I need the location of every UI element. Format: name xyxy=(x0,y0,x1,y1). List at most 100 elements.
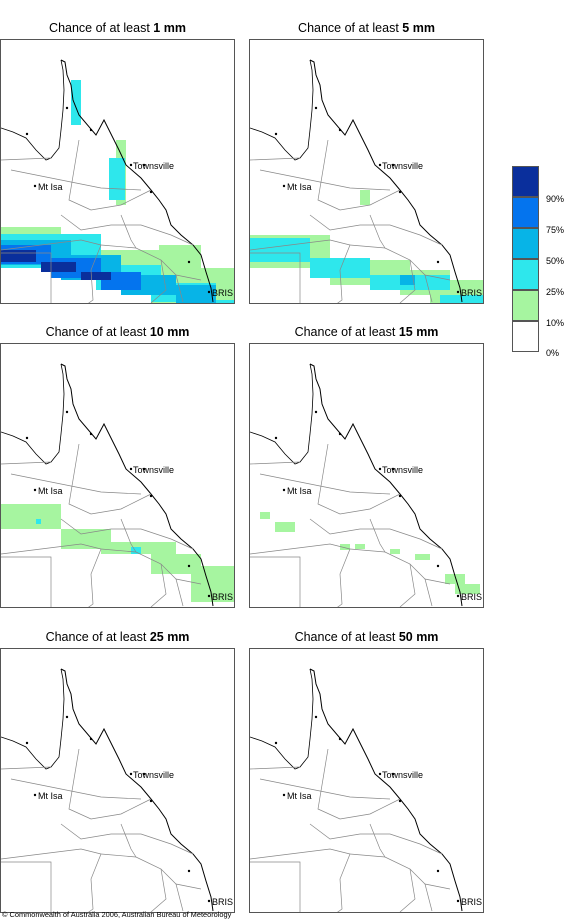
mt-isa-label: Mt Isa xyxy=(287,791,312,801)
district-boundary xyxy=(1,461,52,465)
district-boundary xyxy=(337,853,351,912)
rain-cell xyxy=(360,190,370,205)
townsville-marker xyxy=(129,467,133,471)
panel-title: Chance of at least 1 mm xyxy=(0,19,235,37)
coastline xyxy=(60,668,214,912)
district-boundary xyxy=(1,848,102,860)
townsville-label: Townsville xyxy=(133,161,174,171)
panel-title: Chance of at least 15 mm xyxy=(249,323,484,341)
district-boundary xyxy=(250,239,351,251)
townsville-label: Townsville xyxy=(382,161,423,171)
mt-isa-marker xyxy=(282,488,286,492)
district-boundary xyxy=(1,252,52,303)
mt-isa-marker xyxy=(33,184,37,188)
district-boundary xyxy=(1,861,52,912)
island-dot xyxy=(89,737,93,741)
island-dot xyxy=(314,106,318,110)
district-boundary xyxy=(337,244,351,303)
district-boundary xyxy=(150,259,167,303)
townsville-marker xyxy=(129,163,133,167)
legend-swatch-25 xyxy=(512,259,539,290)
mt-isa-marker xyxy=(282,793,286,797)
legend-swatch-90 xyxy=(512,166,539,197)
brisbane-marker xyxy=(456,899,460,903)
title-prefix: Chance of at least xyxy=(45,325,147,339)
district-boundary xyxy=(309,823,443,855)
island-dot xyxy=(338,737,342,741)
district-boundary xyxy=(424,578,433,607)
district-boundary xyxy=(399,563,416,607)
brisbane-label: BRIS xyxy=(461,288,482,298)
district-boundary xyxy=(250,461,301,465)
rain-cell xyxy=(151,554,201,574)
rainfall-map: Townsville Mt Isa BRIS xyxy=(250,668,482,912)
rain-cell xyxy=(355,544,365,549)
district-boundary xyxy=(150,563,167,607)
townsville-marker xyxy=(378,772,382,776)
brisbane-marker xyxy=(456,290,460,294)
title-amount: 25 mm xyxy=(149,630,190,644)
mt-isa-marker xyxy=(33,793,37,797)
district-boundary xyxy=(259,778,391,800)
townsville-label: Townsville xyxy=(133,465,174,475)
district-boundary xyxy=(68,748,152,820)
island-dot xyxy=(436,869,440,873)
rain-cell xyxy=(41,262,76,272)
island-dot xyxy=(149,799,153,803)
district-boundary xyxy=(100,853,202,890)
island-dot xyxy=(187,260,191,264)
district-boundary xyxy=(259,169,391,191)
rain-cell xyxy=(415,554,430,560)
district-boundary xyxy=(1,157,52,161)
district-boundary xyxy=(175,883,184,912)
district-boundary xyxy=(250,157,301,161)
island-dot xyxy=(142,163,146,167)
island-dot xyxy=(391,467,395,471)
map-frame: Townsville Mt Isa BRIS xyxy=(0,648,235,913)
rain-cell xyxy=(455,584,480,594)
gulf-coastline xyxy=(1,363,65,465)
district-boundary xyxy=(120,823,137,858)
rain-cell xyxy=(191,566,234,602)
district-boundary xyxy=(175,578,184,607)
district-boundary xyxy=(309,214,443,246)
brisbane-label: BRIS xyxy=(461,897,482,907)
district-boundary xyxy=(250,252,301,303)
district-boundary xyxy=(10,169,142,191)
island-dot xyxy=(398,494,402,498)
townsville-marker xyxy=(378,163,382,167)
coastline xyxy=(309,59,463,303)
rain-cell xyxy=(61,529,111,549)
brisbane-marker xyxy=(207,899,211,903)
island-dot xyxy=(187,869,191,873)
district-boundary xyxy=(1,543,102,555)
island-dot xyxy=(274,132,278,136)
title-prefix: Chance of at least xyxy=(45,630,147,644)
gulf-coastline xyxy=(250,59,314,161)
rain-cell xyxy=(81,272,111,280)
panel-title: Chance of at least 50 mm xyxy=(249,628,484,646)
district-boundary xyxy=(60,823,194,855)
island-dot xyxy=(274,741,278,745)
island-dot xyxy=(149,190,153,194)
island-dot xyxy=(398,799,402,803)
district-boundary xyxy=(250,766,301,770)
gulf-coastline xyxy=(250,668,314,770)
coastline xyxy=(60,363,214,607)
island-dot xyxy=(187,564,191,568)
rain-cell xyxy=(250,238,310,262)
gulf-coastline xyxy=(1,59,65,161)
island-dot xyxy=(25,132,29,136)
brisbane-label: BRIS xyxy=(212,592,233,602)
district-boundary xyxy=(60,214,194,246)
rain-cell xyxy=(445,574,465,584)
rain-cell xyxy=(275,522,295,532)
district-boundary xyxy=(369,823,386,858)
island-dot xyxy=(314,715,318,719)
district-boundary xyxy=(349,853,451,890)
district-boundary xyxy=(259,473,391,495)
townsville-marker xyxy=(129,772,133,776)
mt-isa-label: Mt Isa xyxy=(38,182,63,192)
brisbane-marker xyxy=(207,290,211,294)
legend-label-75: 75% xyxy=(546,225,565,235)
